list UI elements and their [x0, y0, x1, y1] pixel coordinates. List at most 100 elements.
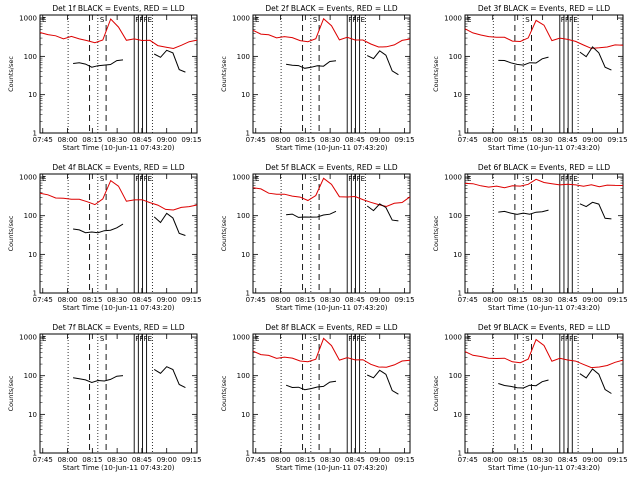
x-tick-label: 08:15 — [82, 136, 102, 144]
y-tick-label: 10 — [28, 91, 37, 99]
detector-panel-1: Det 1f BLACK = Events, RED = LLD Counts/s… — [7, 4, 202, 152]
x-tick-label: 07:45 — [246, 136, 266, 144]
marker-letter-e: E — [255, 335, 259, 343]
plot-frame — [39, 14, 198, 134]
x-tick-label: 08:00 — [483, 136, 503, 144]
x-tick-label: 09:00 — [370, 296, 390, 304]
panel-title: Det 5f BLACK = Events, RED = LLD — [265, 163, 398, 172]
marker-letter-f: F — [143, 175, 147, 183]
marker-letter-e: E — [361, 16, 365, 24]
x-axis-label: Start Time (10-Jun-11 07:43:20) — [63, 464, 175, 472]
x-tick-label: 09:15 — [607, 456, 627, 464]
events-series-line — [73, 366, 186, 389]
x-tick-label: 07:45 — [246, 456, 266, 464]
x-tick-label: 08:00 — [57, 136, 77, 144]
lld-series-line — [464, 19, 624, 49]
y-tick-label: 10 — [241, 251, 250, 259]
y-tick-label: 1 — [33, 130, 37, 138]
events-series-line — [286, 50, 399, 76]
y-tick-label: 100 — [24, 372, 37, 380]
marker-letter-f: F — [569, 335, 573, 343]
marker-letter-e: E — [148, 175, 152, 183]
x-tick-label: 08:30 — [320, 136, 340, 144]
x-tick-label: 08:45 — [345, 456, 365, 464]
detector-panel-3: Det 3f BLACK = Events, RED = LLD Counts/s… — [432, 4, 628, 152]
lld-series-line — [464, 178, 624, 189]
y-tick-label: 100 — [449, 53, 462, 61]
marker-letter-f: F — [561, 335, 565, 343]
x-tick-label: 09:15 — [181, 136, 201, 144]
y-tick-label: 1 — [458, 290, 462, 298]
x-axis-label: Start Time (10-Jun-11 07:43:20) — [63, 144, 175, 152]
x-tick-label: 08:15 — [508, 296, 528, 304]
y-tick-label: 10 — [241, 411, 250, 419]
marker-letter-f: F — [135, 335, 139, 343]
marker-letter-e: E — [255, 175, 259, 183]
x-tick-label: 07:45 — [246, 296, 266, 304]
panel-title: Det 8f BLACK = Events, RED = LLD — [265, 323, 398, 332]
marker-letter-f: F — [348, 175, 352, 183]
x-tick-label: 09:15 — [181, 296, 201, 304]
x-axis-label: Start Time (10-Jun-11 07:43:20) — [63, 304, 175, 312]
x-tick-label: 08:15 — [82, 456, 102, 464]
y-tick-label: 1000 — [232, 174, 250, 182]
y-axis-label: Counts/sec — [7, 56, 15, 92]
y-axis-label: Counts/sec — [432, 375, 440, 411]
y-tick-label: 1000 — [232, 15, 250, 23]
detector-panel-7: Det 7f BLACK = Events, RED = LLD Counts/s… — [7, 323, 202, 472]
marker-letter-f: F — [139, 335, 143, 343]
marker-letter-f: F — [356, 16, 360, 24]
y-tick-label: 1000 — [444, 334, 462, 342]
y-axis-label: Counts/sec — [220, 56, 228, 92]
marker-letter-s: S — [100, 175, 105, 183]
marker-letter-e: E — [573, 175, 577, 183]
x-tick-label: 08:45 — [345, 296, 365, 304]
plot-frame — [39, 173, 198, 294]
plot-frame — [464, 333, 624, 454]
plot-frame — [464, 14, 624, 134]
marker-letter-e: E — [42, 335, 46, 343]
detector-panel-9: Det 9f BLACK = Events, RED = LLD Counts/s… — [432, 323, 628, 472]
x-tick-label: 08:45 — [345, 136, 365, 144]
y-tick-label: 10 — [453, 251, 462, 259]
y-tick-label: 1 — [33, 450, 37, 458]
y-axis-label: Counts/sec — [432, 56, 440, 92]
x-tick-label: 08:30 — [107, 136, 127, 144]
x-tick-label: 08:45 — [557, 456, 577, 464]
x-tick-label: 08:15 — [295, 296, 315, 304]
lld-series-line — [252, 177, 411, 208]
x-tick-label: 09:15 — [394, 296, 414, 304]
y-tick-label: 1000 — [444, 174, 462, 182]
marker-letter-s: S — [525, 16, 530, 24]
marker-letter-f: F — [139, 175, 143, 183]
marker-letter-e: E — [573, 335, 577, 343]
marker-letter-f: F — [348, 335, 352, 343]
marker-letter-e: E — [255, 16, 259, 24]
marker-letter-e: E — [148, 16, 152, 24]
x-tick-label: 07:45 — [458, 136, 478, 144]
marker-letter-e: E — [42, 175, 46, 183]
x-tick-label: 08:15 — [508, 136, 528, 144]
y-tick-label: 1 — [458, 450, 462, 458]
marker-letter-s: S — [525, 175, 530, 183]
panel-title: Det 1f BLACK = Events, RED = LLD — [52, 4, 185, 13]
x-tick-label: 09:15 — [394, 456, 414, 464]
panel-title: Det 9f BLACK = Events, RED = LLD — [478, 323, 611, 332]
y-axis-label: Counts/sec — [220, 215, 228, 251]
plot-frame — [252, 14, 411, 134]
y-tick-label: 1 — [246, 130, 250, 138]
marker-letter-f: F — [139, 16, 143, 24]
marker-letter-f: F — [565, 16, 569, 24]
panel-title: Det 2f BLACK = Events, RED = LLD — [265, 4, 398, 13]
x-tick-label: 08:00 — [483, 296, 503, 304]
marker-letter-e: E — [467, 335, 471, 343]
x-tick-label: 08:00 — [270, 456, 290, 464]
x-tick-label: 08:00 — [270, 136, 290, 144]
y-tick-label: 100 — [24, 212, 37, 220]
y-axis-label: Counts/sec — [432, 215, 440, 251]
x-tick-label: 08:45 — [132, 296, 152, 304]
marker-letter-s: S — [313, 335, 318, 343]
marker-letter-e: E — [573, 16, 577, 24]
events-series-line — [498, 368, 612, 394]
